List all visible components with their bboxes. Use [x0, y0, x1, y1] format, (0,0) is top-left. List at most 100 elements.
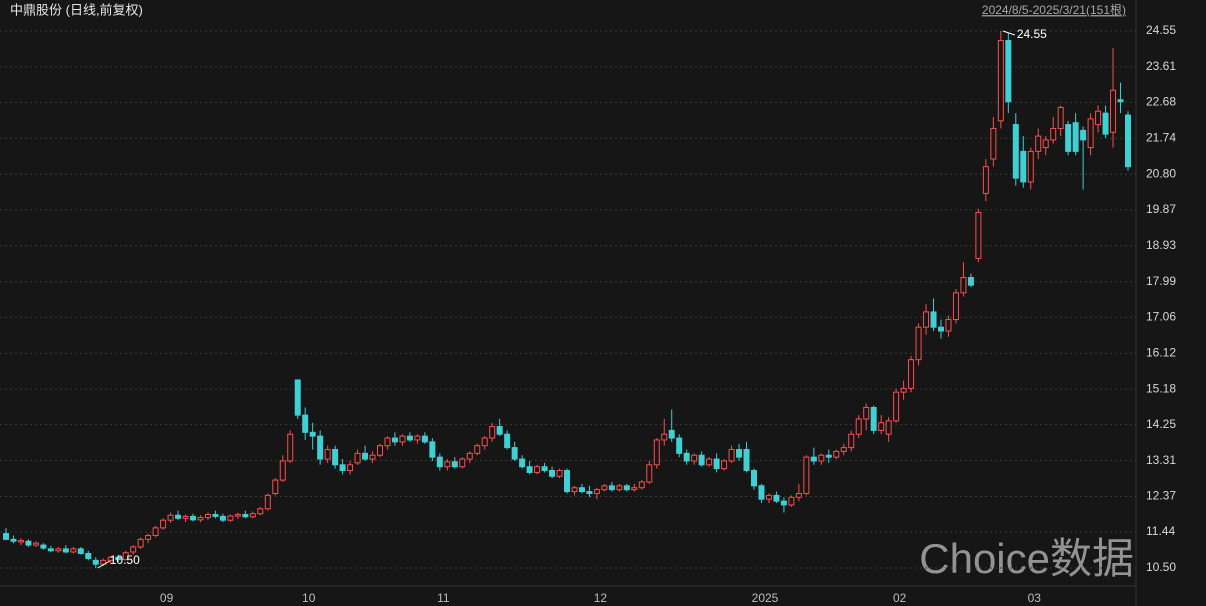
candle-body: [728, 449, 735, 462]
candle-body: [362, 452, 369, 460]
x-tick-label: 09: [160, 591, 174, 605]
candle-body: [938, 326, 944, 332]
candle-body: [691, 454, 698, 462]
candle-body: [1072, 122, 1079, 152]
candle-body: [549, 470, 556, 477]
candle-body: [122, 552, 129, 561]
y-tick-label: 21.74: [1146, 131, 1176, 145]
candle-body: [840, 447, 847, 452]
y-tick-label: 17.99: [1146, 274, 1176, 288]
candle-body: [145, 535, 152, 540]
candle-body: [421, 435, 428, 443]
candle-body: [982, 166, 989, 194]
candle-body: [242, 513, 249, 518]
y-tick-label: 14.25: [1146, 417, 1176, 431]
candle-body: [945, 319, 952, 332]
candle-body: [100, 559, 107, 565]
candle-body: [795, 492, 802, 498]
candle-body: [1065, 124, 1072, 152]
candle-body: [466, 452, 473, 460]
candle-body: [661, 433, 668, 441]
x-tick-label: 12: [594, 591, 608, 605]
candle-body: [593, 489, 600, 494]
candle-body: [137, 538, 144, 548]
candle-body: [631, 487, 638, 491]
candle-body: [339, 464, 346, 472]
candle-body: [10, 538, 17, 542]
candle-body: [586, 491, 593, 494]
candle-body: [1087, 118, 1094, 149]
x-tick-label: 03: [1028, 591, 1042, 605]
candle-body: [40, 544, 47, 549]
candle-body: [182, 515, 189, 519]
candle-body: [1005, 40, 1012, 103]
candle-body: [227, 515, 234, 521]
candle-body: [70, 548, 77, 553]
candle-body: [833, 450, 840, 458]
candle-body: [713, 458, 720, 470]
candle-body: [444, 461, 451, 468]
range-label[interactable]: 2024/8/5-2025/3/21(151根): [982, 3, 1126, 17]
candle-body: [219, 515, 226, 521]
candle-body: [474, 445, 481, 454]
candle-body: [481, 437, 488, 447]
candle-body: [272, 479, 279, 494]
chart-title: 中鼎股份 (日线,前复权): [10, 2, 143, 17]
candle-body: [152, 527, 159, 537]
candle-body: [721, 460, 728, 470]
candle-body: [578, 487, 585, 493]
candle-body: [1057, 106, 1064, 129]
candle-body: [391, 437, 398, 443]
candle-body: [17, 539, 24, 543]
candle-body: [930, 311, 937, 328]
candle-body: [504, 433, 511, 449]
y-tick-label: 15.18: [1146, 381, 1176, 395]
candle-body: [302, 414, 309, 433]
candle-body: [556, 470, 563, 477]
candle-body: [175, 514, 182, 519]
candle-body: [923, 311, 930, 328]
candle-body: [825, 454, 832, 458]
candle-body: [855, 418, 862, 435]
candle-body: [1125, 114, 1131, 168]
candle-body: [683, 452, 690, 462]
candle-body: [818, 454, 825, 462]
candle-body: [1095, 110, 1102, 126]
candle-body: [975, 212, 982, 259]
candle-body: [3, 533, 9, 540]
candle-body: [317, 435, 324, 460]
candle-body: [190, 515, 196, 521]
candle-body: [354, 452, 361, 464]
candle-body: [541, 466, 548, 472]
candle-body: [414, 435, 421, 441]
candle-body: [519, 458, 526, 468]
annotation-label: 10.50: [110, 553, 140, 567]
candle-body: [967, 277, 974, 286]
y-tick-label: 20.80: [1146, 166, 1176, 180]
candle-body: [751, 470, 757, 487]
candle-body: [1035, 135, 1042, 152]
candle-body: [1042, 139, 1049, 149]
candle-body: [47, 548, 54, 552]
candle-body: [436, 456, 443, 468]
candle-body: [810, 456, 817, 462]
candle-body: [1027, 150, 1034, 183]
candle-body: [638, 481, 645, 489]
candle-body: [279, 460, 286, 481]
annotation-label: 24.55: [1017, 27, 1047, 41]
candle-body: [1012, 124, 1019, 179]
candle-body: [1102, 112, 1109, 135]
candle-body: [324, 449, 331, 460]
candle-body: [62, 548, 69, 553]
candle-body: [900, 387, 907, 393]
candle-body: [616, 485, 623, 491]
candle-body: [676, 437, 683, 454]
candle-body: [25, 540, 32, 546]
candle-body: [197, 517, 204, 521]
candle-body: [990, 127, 997, 160]
candle-body: [377, 445, 383, 456]
candle-body: [765, 494, 772, 500]
candle-body: [698, 454, 705, 466]
